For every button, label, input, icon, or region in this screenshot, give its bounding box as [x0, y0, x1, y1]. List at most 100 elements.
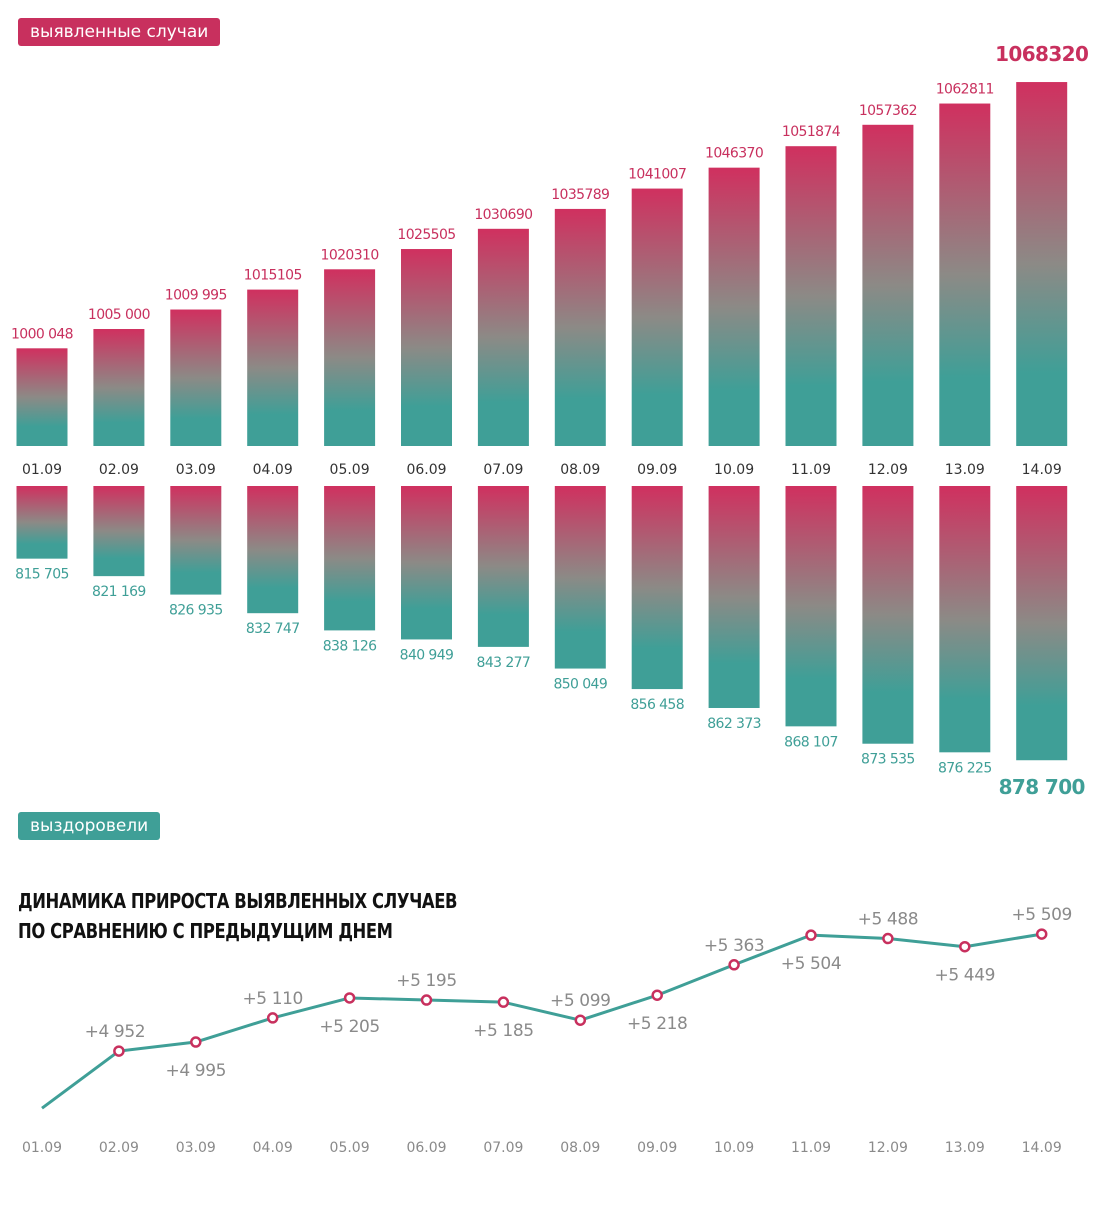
growth-value-label: +5 110 [242, 989, 303, 1009]
growth-point [343, 992, 356, 1004]
cases-bar [939, 103, 991, 446]
cases-bar [554, 208, 606, 446]
cases-value-label: 1068320 [995, 42, 1088, 66]
growth-value-label: +5 504 [781, 954, 842, 974]
cases-date-label: 08.09 [560, 462, 600, 478]
cases-date-label: 09.09 [637, 462, 677, 478]
cases-value-label: 1015105 [244, 268, 302, 284]
cases-value-label: 1020310 [321, 247, 379, 263]
cases-date-label: 01.09 [22, 462, 62, 478]
recovered-bar [324, 486, 376, 631]
cases-value-label: 1000 048 [11, 326, 73, 342]
growth-line-chart: +4 952 +4 995 +5 110 +5 205 +5 195 +5 185 +5 0… [41, 905, 1072, 1110]
cases-date-label: 07.09 [483, 462, 523, 478]
recovered-value-label: 815 705 [15, 567, 69, 583]
growth-title-line-1: ДИНАМИКА ПРИРОСТА ВЫЯВЛЕННЫХ СЛУЧАЕВ [18, 889, 458, 913]
cases-bar [401, 249, 452, 446]
cases-bar [631, 188, 683, 446]
cases-value-label: 1041007 [628, 167, 686, 183]
recovered-tag: выздоровели [18, 812, 161, 840]
cases-date-label: 04.09 [253, 462, 293, 478]
recovered-bar [401, 486, 452, 640]
growth-date-label: 05.09 [330, 1140, 370, 1156]
growth-date-label: 03.09 [176, 1140, 216, 1156]
growth-date-label: 08.09 [560, 1140, 600, 1156]
cases-date-label: 10.09 [714, 462, 754, 478]
growth-value-label: +5 185 [473, 1021, 534, 1041]
recovered-value-label: 843 277 [477, 655, 531, 671]
cases-date-label: 13.09 [945, 462, 985, 478]
cases-bar [247, 289, 299, 446]
growth-date-label: 10.09 [714, 1140, 754, 1156]
growth-date-label: 14.09 [1022, 1140, 1062, 1156]
growth-chart-title: ДИНАМИКА ПРИРОСТА ВЫЯВЛЕННЫХ СЛУЧАЕВ ПО … [18, 886, 458, 946]
recovered-bar [785, 486, 837, 727]
recovered-value-label: 878 700 [999, 775, 1085, 799]
growth-value-label: +5 099 [550, 991, 611, 1011]
cases-bar [1016, 82, 1068, 446]
growth-date-label: 12.09 [868, 1140, 908, 1156]
growth-point [266, 1012, 279, 1024]
cases-value-label: 1062811 [936, 82, 994, 98]
recovered-value-label: 832 747 [246, 621, 300, 637]
recovered-bar [247, 486, 299, 614]
growth-value-label: +5 205 [319, 1017, 380, 1037]
growth-title-line-2: ПО СРАВНЕНИЮ С ПРЕДЫДУЩИМ ДНЕМ [18, 919, 393, 943]
growth-value-label: +5 218 [627, 1014, 688, 1034]
cases-bar [785, 146, 837, 446]
cases-value-labels: 1000 048 1005 000 1009 995 1015105 1020310 10… [11, 42, 1089, 342]
growth-point [651, 989, 663, 1001]
recovered-bar [554, 486, 606, 669]
growth-point [728, 959, 740, 971]
cases-date-label: 05.09 [330, 462, 370, 478]
recovered-bar [170, 486, 222, 595]
cases-value-label: 1035789 [551, 187, 609, 203]
growth-value-label: +5 509 [1011, 905, 1072, 925]
recovered-bar [631, 486, 683, 690]
cases-bar [16, 348, 68, 446]
growth-point [805, 929, 817, 941]
growth-point [497, 996, 510, 1008]
recovered-value-label: 868 107 [784, 734, 838, 750]
growth-point [113, 1045, 125, 1057]
cases-value-label: 1005 000 [88, 307, 150, 323]
cases-value-label: 1009 995 [165, 288, 227, 304]
recovered-value-label: 856 458 [630, 697, 684, 713]
recovered-bar [93, 486, 145, 577]
cases-bar [170, 309, 222, 446]
cases-bar-series [16, 82, 1068, 447]
recovered-bar [477, 486, 529, 647]
growth-value-label: +4 995 [166, 1061, 227, 1081]
cases-bar [477, 228, 529, 446]
growth-point [574, 1014, 587, 1026]
growth-date-label: 01.09 [22, 1140, 62, 1156]
cases-value-label: 1030690 [474, 207, 532, 223]
growth-point [1035, 928, 1048, 940]
growth-series-line [41, 932, 1042, 1110]
cases-value-label: 1025505 [397, 227, 455, 243]
cases-bar [708, 167, 760, 447]
recovered-bar-series [16, 486, 1068, 761]
cases-value-label: 1046370 [705, 146, 763, 162]
growth-value-label: +5 363 [704, 936, 765, 956]
cases-bar [93, 329, 145, 446]
recovered-bar [862, 486, 914, 744]
growth-date-label: 02.09 [99, 1140, 139, 1156]
growth-point [190, 1036, 202, 1048]
recovered-value-label: 876 225 [938, 760, 992, 776]
growth-value-label: +4 952 [85, 1022, 146, 1042]
cases-bar [324, 269, 376, 446]
growth-point [882, 932, 894, 945]
growth-date-label: 11.09 [791, 1140, 831, 1156]
recovered-value-label: 873 535 [861, 752, 915, 768]
cases-tag: выявленные случаи [18, 18, 221, 46]
growth-point [959, 940, 971, 953]
growth-value-label: +5 195 [396, 971, 457, 991]
recovered-bar [1016, 486, 1068, 761]
cases-value-label: 1057362 [859, 103, 917, 119]
recovered-bar [939, 486, 991, 753]
cases-bar [862, 124, 914, 446]
cases-date-label: 11.09 [791, 462, 831, 478]
recovered-bar [708, 486, 760, 708]
